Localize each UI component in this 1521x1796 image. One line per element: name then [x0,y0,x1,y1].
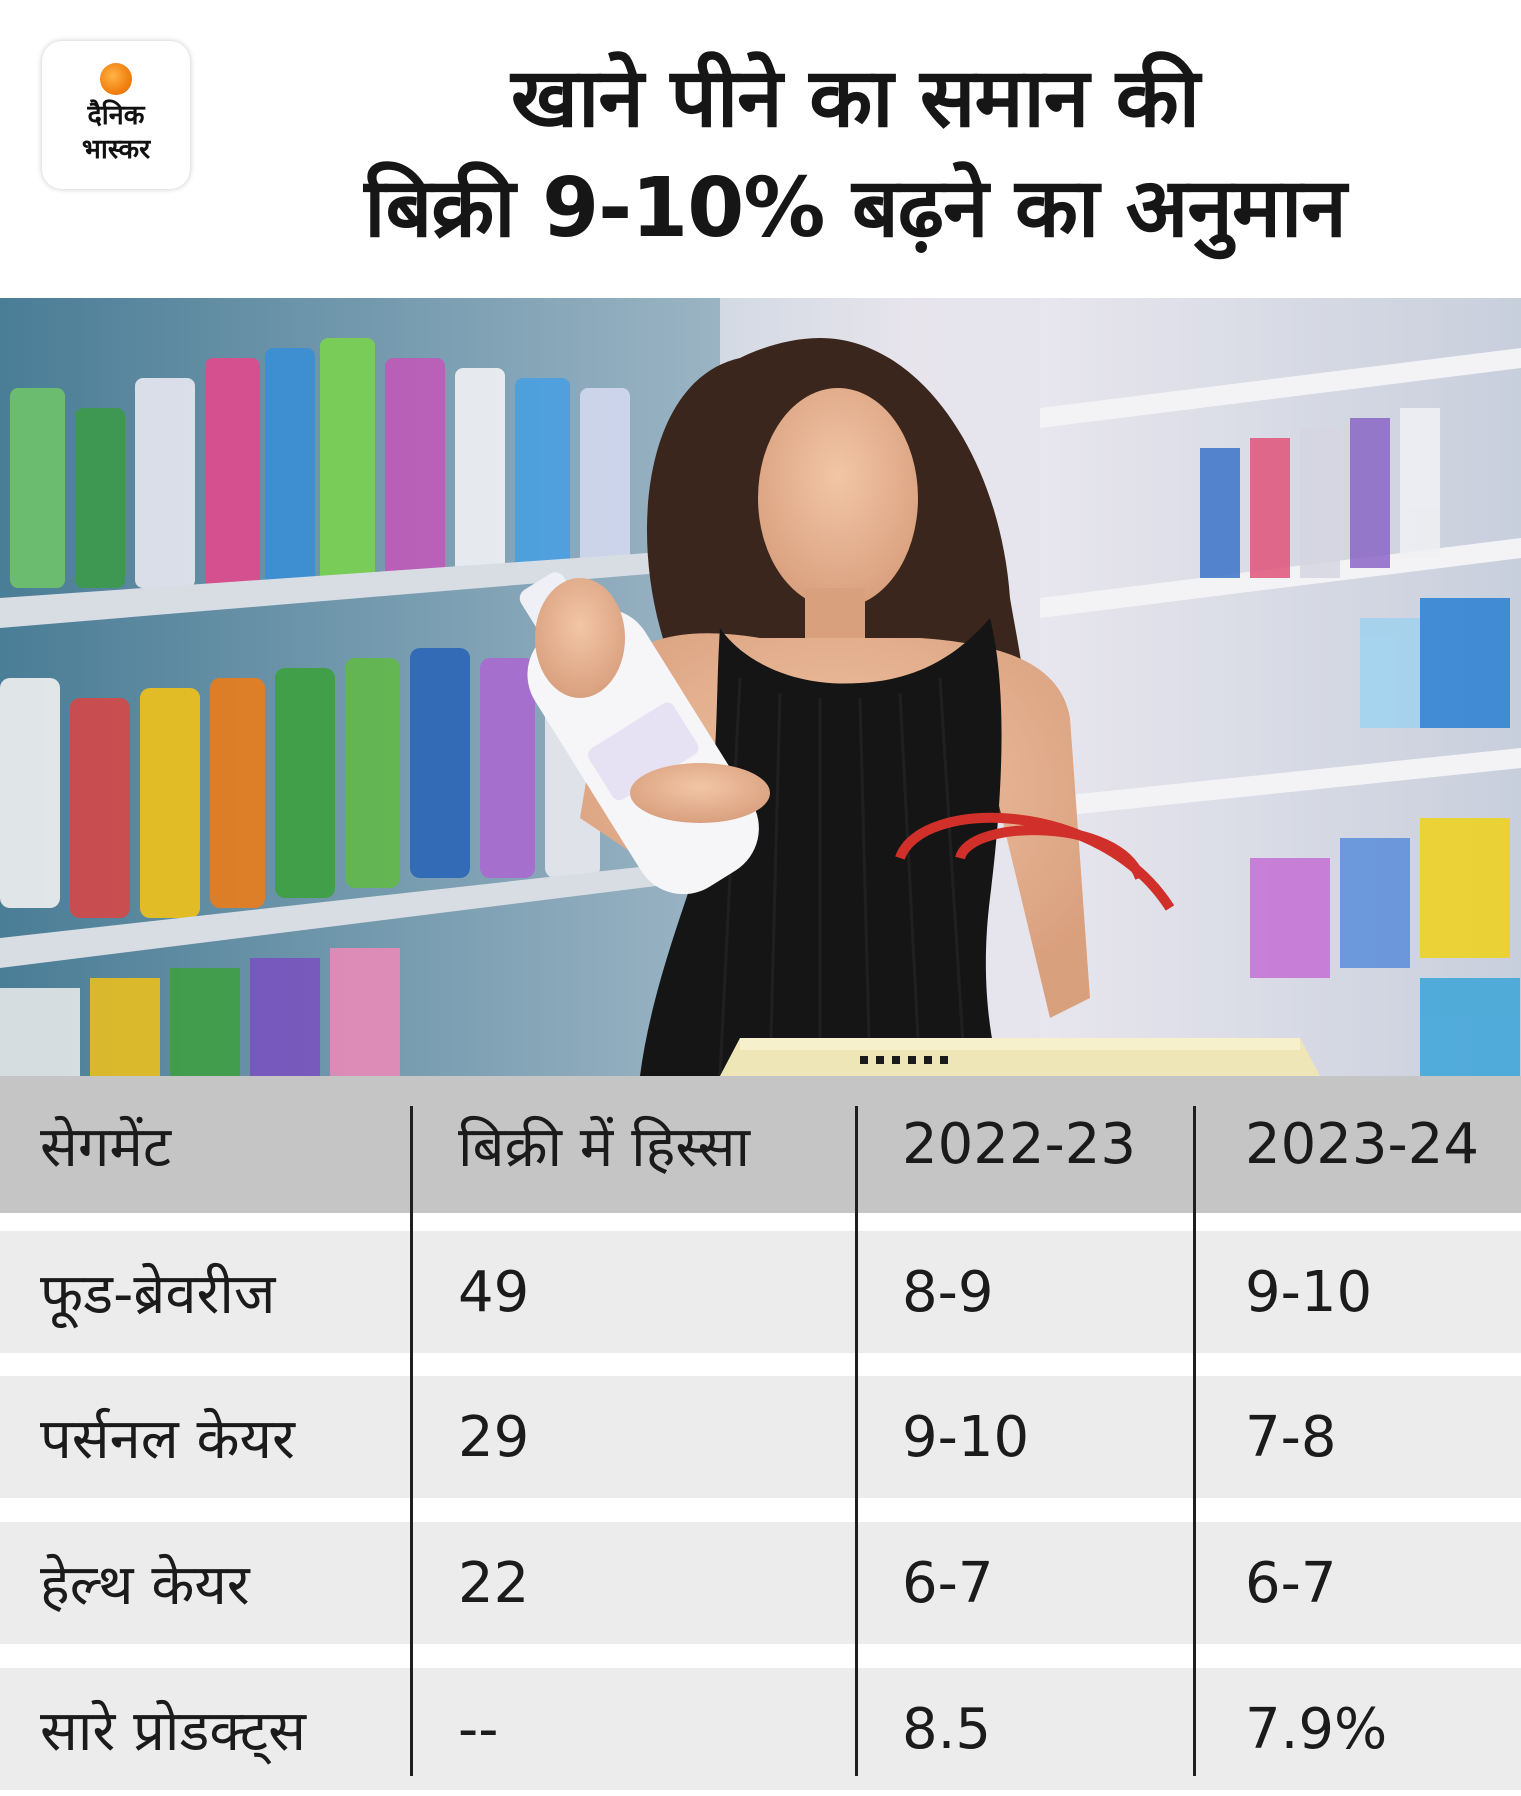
cell-2023-24: 6-7 [1245,1550,1337,1616]
cell-2022-23: 8.5 [902,1696,992,1762]
shopper-photo [0,298,1521,1076]
column-divider [1193,1106,1196,1776]
cell-2022-23: 9-10 [902,1404,1030,1470]
sun-icon [100,63,132,95]
logo-line-1: दैनिक [87,100,145,131]
cell-share: 22 [458,1550,530,1616]
header-segment: सेगमेंट [40,1114,172,1180]
headline: खाने पीने का समान की बिक्री 9-10% बढ़ने … [205,44,1505,264]
cell-segment: फूड-ब्रेवरीज [40,1262,276,1327]
cell-share: 29 [458,1404,530,1470]
cell-share: 49 [458,1259,530,1325]
cell-2022-23: 8-9 [902,1259,994,1325]
header-sales-share: बिक्री में हिस्सा [458,1114,751,1180]
table-header-row: सेगमेंट बिक्री में हिस्सा 2022-23 2023-2… [0,1076,1521,1213]
cell-2023-24: 9-10 [1245,1259,1373,1325]
cell-segment: सारे प्रोडक्ट्स [40,1699,306,1764]
headline-line-1: खाने पीने का समान की [511,51,1200,146]
table-row: फूड-ब्रेवरीज 49 8-9 9-10 [0,1231,1521,1353]
cell-2023-24: 7.9% [1245,1696,1388,1762]
sales-table: सेगमेंट बिक्री में हिस्सा 2022-23 2023-2… [0,1076,1521,1796]
header-2022-23: 2022-23 [902,1112,1136,1177]
table-row: सारे प्रोडक्ट्स -- 8.5 7.9% [0,1668,1521,1790]
logo-line-2: भास्कर [81,134,151,165]
table-row: पर्सनल केयर 29 9-10 7-8 [0,1376,1521,1498]
dainik-bhaskar-logo: दैनिक भास्कर [42,41,190,189]
headline-line-2: बिक्री 9-10% बढ़ने का अनुमान [364,161,1346,256]
table-row: हेल्थ केयर 22 6-7 6-7 [0,1522,1521,1644]
header: दैनिक भास्कर खाने पीने का समान की बिक्री… [0,0,1521,298]
cell-share: -- [458,1696,499,1762]
column-divider [410,1106,413,1776]
cell-segment: पर्सनल केयर [40,1407,295,1472]
header-2023-24: 2023-24 [1245,1112,1479,1177]
cell-2023-24: 7-8 [1245,1404,1337,1470]
cell-2022-23: 6-7 [902,1550,994,1616]
photo-illustration [0,298,1521,1076]
cell-segment: हेल्थ केयर [40,1553,250,1618]
column-divider [855,1106,858,1776]
